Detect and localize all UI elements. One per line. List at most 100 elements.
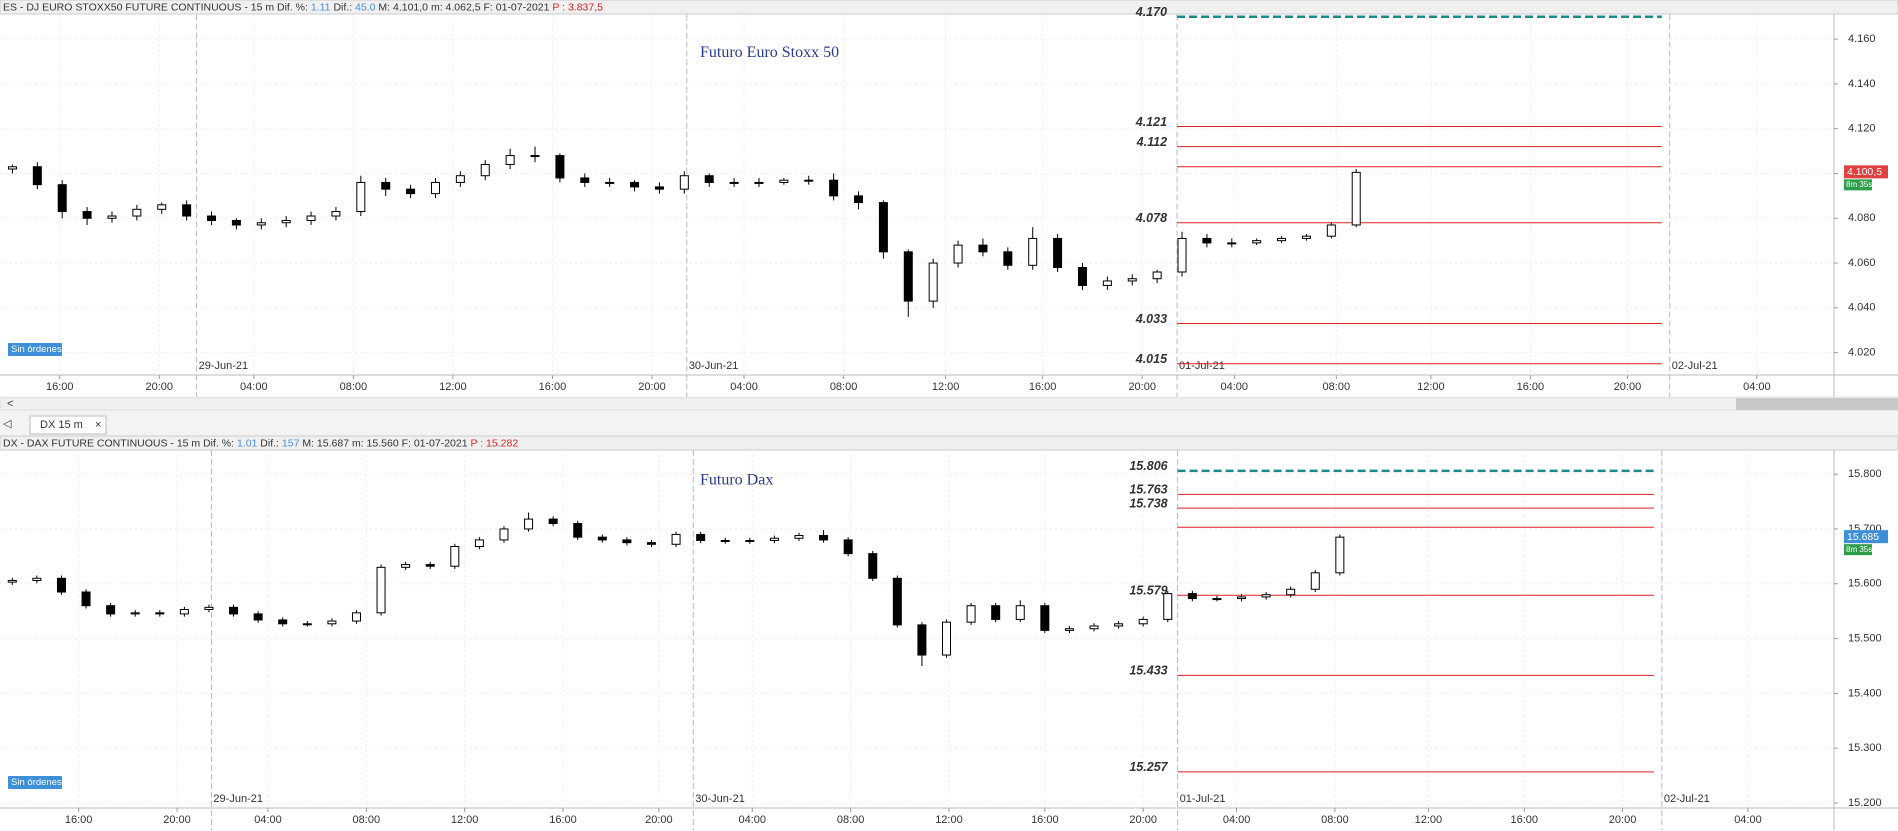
- level-label: 4.112: [1136, 135, 1167, 149]
- candle-body: [829, 179, 839, 197]
- x-tick-label: 20:00: [145, 381, 173, 393]
- y-tick-label: 4.140: [1848, 78, 1876, 90]
- candle-body: [253, 613, 263, 621]
- candle-body: [204, 606, 214, 611]
- candle-body: [406, 188, 416, 195]
- x-tick-label: 08:00: [353, 814, 381, 826]
- candle-body: [207, 215, 217, 222]
- level-label: 15.257: [1129, 760, 1168, 774]
- candle-body: [1202, 237, 1212, 244]
- level-label: 15.806: [1129, 459, 1168, 473]
- x-tick-label: 08:00: [1323, 381, 1351, 393]
- timer-box: [1844, 544, 1872, 556]
- candle-body: [505, 155, 515, 166]
- candle-body: [450, 545, 460, 567]
- candle-body: [499, 528, 509, 541]
- y-tick-label: 15.800: [1848, 468, 1882, 480]
- candle-body: [1187, 593, 1197, 600]
- candle-body: [306, 215, 316, 222]
- x-tick-label: 04:00: [1743, 381, 1771, 393]
- chart-title: Futuro Dax: [700, 472, 773, 489]
- scrollbar[interactable]: [0, 397, 1898, 411]
- candle-body: [1138, 618, 1148, 625]
- candle-body: [671, 533, 681, 545]
- header-name: ES - DJ EURO STOXX50 FUTURE CONTINUOUS -…: [3, 1, 308, 13]
- candle-body: [157, 204, 167, 210]
- candle-body: [1152, 271, 1162, 280]
- date-label: 02-Jul-21: [1664, 793, 1710, 805]
- candle-body: [132, 208, 142, 217]
- candle-body: [1227, 242, 1237, 245]
- candle-body: [580, 177, 590, 183]
- x-tick-label: 04:00: [1223, 814, 1251, 826]
- tab-label[interactable]: DX 15 m: [40, 419, 83, 431]
- status-label: Sin órdenes: [11, 344, 62, 355]
- x-tick-label: 08:00: [830, 381, 858, 393]
- status-label: Sin órdenes: [11, 777, 62, 788]
- candle-body: [573, 522, 583, 538]
- candle-body: [381, 181, 391, 190]
- candle-body: [1089, 625, 1099, 630]
- last-price-label: 15.685: [1847, 531, 1879, 543]
- level-label: 4.078: [1135, 211, 1167, 225]
- header-dif: 45.0: [355, 1, 376, 13]
- y-tick-label: 4.020: [1848, 347, 1876, 359]
- candle-body: [401, 564, 411, 568]
- candle-body: [256, 222, 266, 226]
- tab-back[interactable]: ◁: [3, 418, 12, 430]
- level-label: 15.579: [1129, 584, 1167, 598]
- tab[interactable]: [29, 415, 107, 435]
- candle-body: [704, 175, 714, 183]
- candle-body: [1077, 267, 1087, 286]
- date-label: 30-Jun-21: [695, 793, 745, 805]
- x-tick-label: 20:00: [1128, 381, 1156, 393]
- candle-body: [1261, 594, 1271, 598]
- candle-body: [182, 204, 192, 217]
- candle-body: [917, 624, 927, 656]
- level-label: 4.170: [1135, 5, 1167, 19]
- x-tick-label: 08:00: [1321, 814, 1349, 826]
- tab-close[interactable]: ×: [95, 419, 101, 431]
- header: ES - DJ EURO STOXX50 FUTURE CONTINUOUS -…: [3, 1, 603, 13]
- y-tick-label: 15.600: [1848, 578, 1882, 590]
- timer-box: [1844, 179, 1872, 191]
- candle-body: [1310, 572, 1320, 590]
- candle-body: [1252, 240, 1262, 244]
- candle-body: [903, 251, 913, 302]
- scroll-left[interactable]: <: [7, 398, 13, 410]
- x-tick-label: 12:00: [451, 814, 479, 826]
- candle-body: [1301, 235, 1311, 239]
- candle-body: [278, 619, 288, 625]
- candle-body: [430, 181, 440, 195]
- x-tick-label: 12:00: [935, 814, 963, 826]
- header-dif-label: Dif.:: [260, 437, 279, 449]
- candle-body: [720, 539, 730, 542]
- candle-body: [696, 533, 706, 541]
- level-label: 15.433: [1129, 664, 1167, 678]
- level-label: 4.015: [1135, 352, 1168, 366]
- candle-body: [978, 244, 988, 253]
- candle-body: [356, 181, 366, 213]
- candle-body: [530, 155, 540, 158]
- candle-body: [1102, 280, 1112, 286]
- status-button: [8, 776, 62, 789]
- candle-body: [130, 612, 140, 615]
- y-tick-label: 4.040: [1848, 302, 1876, 314]
- x-tick-label: 16:00: [65, 814, 93, 826]
- candle-body: [754, 181, 764, 184]
- header-bar: [0, 0, 1898, 15]
- candle-body: [281, 220, 291, 224]
- last-price-box: [1844, 165, 1888, 179]
- candle-body: [231, 220, 241, 226]
- candle-body: [480, 164, 490, 177]
- candle-body: [605, 181, 615, 184]
- candle-body: [1127, 278, 1137, 282]
- level-label: 4.033: [1135, 312, 1167, 326]
- candle-body: [376, 566, 386, 614]
- y-tick-label: 4.160: [1848, 33, 1876, 45]
- x-tick-label: 08:00: [837, 814, 865, 826]
- header-min: m: 4.062,5: [431, 1, 481, 13]
- x-tick-label: 20:00: [645, 814, 673, 826]
- candle-body: [229, 606, 239, 615]
- scroll-thumb[interactable]: [1736, 398, 1898, 410]
